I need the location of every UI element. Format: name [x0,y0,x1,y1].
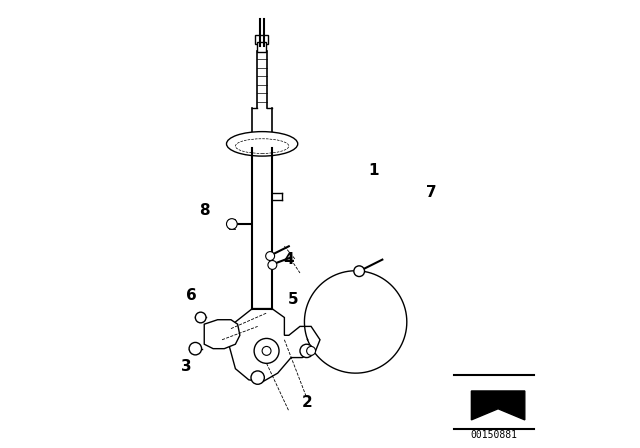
Polygon shape [228,309,320,382]
Ellipse shape [227,132,298,156]
Text: 2: 2 [301,395,312,409]
Circle shape [227,219,237,229]
Ellipse shape [236,139,289,153]
Circle shape [300,344,314,358]
Text: 8: 8 [199,203,209,218]
Text: 1: 1 [368,163,379,178]
Circle shape [251,371,264,384]
Circle shape [354,266,365,276]
Circle shape [195,312,206,323]
Polygon shape [472,391,525,420]
Polygon shape [204,320,240,349]
Circle shape [268,260,277,269]
Circle shape [266,252,275,260]
Text: 5: 5 [288,292,299,307]
FancyBboxPatch shape [257,42,266,52]
Text: 7: 7 [426,185,436,200]
FancyBboxPatch shape [255,35,268,44]
Circle shape [254,338,279,363]
Text: 6: 6 [186,288,196,303]
Circle shape [189,342,202,355]
Circle shape [262,346,271,355]
Text: 00150881: 00150881 [470,431,517,440]
Circle shape [307,346,316,355]
Text: 3: 3 [181,359,192,374]
Text: 4: 4 [284,252,294,267]
